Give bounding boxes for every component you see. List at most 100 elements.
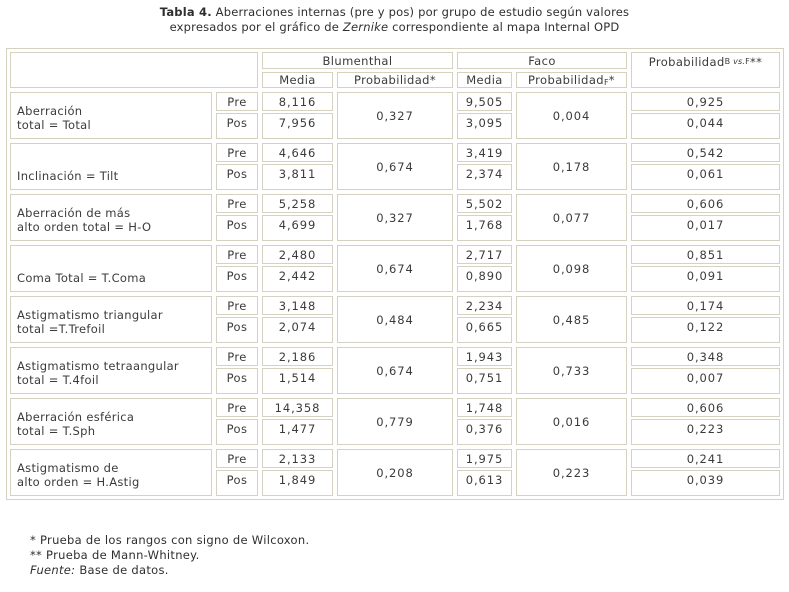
blumenthal-media-pre: 2,133 — [262, 449, 333, 468]
table-row: Aberración esférica total = T.Sph Pre Po… — [10, 398, 780, 445]
faco-media-pre: 2,234 — [457, 296, 512, 315]
row-label: Aberración total = Total — [10, 92, 212, 139]
pos-label-cell: Pos — [216, 419, 258, 445]
probabilidad-b-vs-f-pos: 0,061 — [631, 164, 780, 190]
blumenthal-media-pre: 5,258 — [262, 194, 333, 213]
probabilidad-b-vs-f-pre: 0,542 — [631, 143, 780, 162]
blumenthal-media-pre: 2,186 — [262, 347, 333, 366]
probabilidad-b-vs-f-pos: 0,091 — [631, 266, 780, 292]
faco-media-pre: 1,748 — [457, 398, 512, 417]
blumenthal-media-pos: 2,442 — [262, 266, 333, 292]
header-probabilidad-blumenthal: Probabilidad* — [337, 72, 453, 88]
table-header: Blumenthal Faco Probabilidad B vs.F ** Med… — [10, 52, 780, 88]
table-row: Astigmatismo de alto orden = H.Astig Pre… — [10, 449, 780, 496]
blumenthal-media-pos: 1,514 — [262, 368, 333, 394]
faco-media-pre: 5,502 — [457, 194, 512, 213]
header-faco: Faco — [457, 52, 627, 69]
faco-media-pre: 1,975 — [457, 449, 512, 468]
row-label: Astigmatismo de alto orden = H.Astig — [10, 449, 212, 496]
header-prob-bvf-subscript: B vs.F — [724, 57, 750, 66]
blumenthal-media-pre: 8,116 — [262, 92, 333, 111]
blumenthal-media-pre: 4,646 — [262, 143, 333, 162]
pre-label-cell: Pre — [216, 347, 258, 366]
probabilidad-b-vs-f-pre: 0,851 — [631, 245, 780, 264]
pos-label-cell: Pos — [216, 470, 258, 496]
pos-label-cell: Pos — [216, 266, 258, 292]
probabilidad-b-vs-f-pos: 0,007 — [631, 368, 780, 394]
faco-media-pos: 0,376 — [457, 419, 512, 445]
faco-media-pos: 2,374 — [457, 164, 512, 190]
blumenthal-probabilidad: 0,327 — [337, 194, 453, 241]
faco-probabilidad: 0,004 — [516, 92, 627, 139]
blumenthal-media-pos: 3,811 — [262, 164, 333, 190]
header-prob-f-subscript: F — [603, 77, 609, 87]
blumenthal-probabilidad: 0,327 — [337, 92, 453, 139]
probabilidad-b-vs-f-pre: 0,174 — [631, 296, 780, 315]
faco-probabilidad: 0,098 — [516, 245, 627, 292]
pre-label-cell: Pre — [216, 143, 258, 162]
probabilidad-b-vs-f-pos: 0,223 — [631, 419, 780, 445]
table-row: Aberración de más alto orden total = H-O… — [10, 194, 780, 241]
table-row: Astigmatismo triangular total =T.Trefoil… — [10, 296, 780, 343]
faco-media-pre: 1,943 — [457, 347, 512, 366]
table-caption: Tabla 4. Aberraciones internas (pre y po… — [0, 0, 789, 35]
pre-label-cell: Pre — [216, 194, 258, 213]
header-empty-cell — [10, 52, 258, 88]
header-prob-f-star: * — [608, 73, 615, 87]
footnote-mann-whitney: ** Prueba de Mann-Whitney. — [30, 548, 200, 562]
row-label: Coma Total = T.Coma — [10, 245, 212, 292]
faco-media-pos: 0,751 — [457, 368, 512, 394]
faco-media-pre: 2,717 — [457, 245, 512, 264]
blumenthal-media-pos: 7,956 — [262, 113, 333, 139]
pre-label-cell: Pre — [216, 245, 258, 264]
pre-label-cell: Pre — [216, 92, 258, 111]
pos-label-cell: Pos — [216, 317, 258, 343]
caption-line-2: expresados por el gráfico de Zernike cor… — [169, 20, 620, 34]
footnote-source: Fuente: Base de datos. — [30, 563, 169, 577]
pos-label-cell: Pos — [216, 215, 258, 241]
caption-table-number: Tabla 4. — [159, 5, 212, 19]
header-probabilidad-b-vs-f: Probabilidad B vs.F ** — [631, 52, 780, 88]
probabilidad-b-vs-f-pos: 0,039 — [631, 470, 780, 496]
blumenthal-probabilidad: 0,208 — [337, 449, 453, 496]
table-body: Aberración total = Total Pre Pos 8,116 7… — [10, 92, 780, 496]
faco-probabilidad: 0,733 — [516, 347, 627, 394]
faco-probabilidad: 0,016 — [516, 398, 627, 445]
table-row: Inclinación = Tilt Pre Pos 4,646 3,811 0… — [10, 143, 780, 190]
blumenthal-media-pos: 2,074 — [262, 317, 333, 343]
blumenthal-media-pre: 2,480 — [262, 245, 333, 264]
pos-label-cell: Pos — [216, 164, 258, 190]
faco-probabilidad: 0,485 — [516, 296, 627, 343]
pos-label-cell: Pos — [216, 113, 258, 139]
table-row: Aberración total = Total Pre Pos 8,116 7… — [10, 92, 780, 139]
caption-zernike: Zernike — [342, 20, 389, 34]
header-media-faco: Media — [457, 72, 512, 88]
blumenthal-media-pre: 3,148 — [262, 296, 333, 315]
faco-media-pos: 0,890 — [457, 266, 512, 292]
faco-media-pos: 0,665 — [457, 317, 512, 343]
header-media-blumenthal: Media — [262, 72, 333, 88]
probabilidad-b-vs-f-pos: 0,044 — [631, 113, 780, 139]
faco-probabilidad: 0,178 — [516, 143, 627, 190]
header-blumenthal: Blumenthal — [262, 52, 453, 69]
aberrations-table: Blumenthal Faco Probabilidad B vs.F ** Med… — [6, 48, 784, 500]
probabilidad-b-vs-f-pre: 0,241 — [631, 449, 780, 468]
pos-label-cell: Pos — [216, 368, 258, 394]
blumenthal-media-pos: 4,699 — [262, 215, 333, 241]
faco-media-pre: 9,505 — [457, 92, 512, 111]
faco-media-pos: 0,613 — [457, 470, 512, 496]
footnotes: * Prueba de los rangos con signo de Wilc… — [30, 533, 309, 578]
header-probabilidad-faco: Probabilidad F * — [516, 72, 627, 88]
probabilidad-b-vs-f-pos: 0,122 — [631, 317, 780, 343]
probabilidad-b-vs-f-pre: 0,925 — [631, 92, 780, 111]
row-label: Inclinación = Tilt — [10, 143, 212, 190]
blumenthal-probabilidad: 0,674 — [337, 347, 453, 394]
caption-line-1: Tabla 4. Aberraciones internas (pre y po… — [159, 5, 630, 19]
row-label: Aberración esférica total = T.Sph — [10, 398, 212, 445]
pre-label-cell: Pre — [216, 296, 258, 315]
blumenthal-media-pos: 1,849 — [262, 470, 333, 496]
probabilidad-b-vs-f-pre: 0,348 — [631, 347, 780, 366]
blumenthal-media-pos: 1,477 — [262, 419, 333, 445]
pre-label-cell: Pre — [216, 398, 258, 417]
row-label: Astigmatismo triangular total =T.Trefoil — [10, 296, 212, 343]
